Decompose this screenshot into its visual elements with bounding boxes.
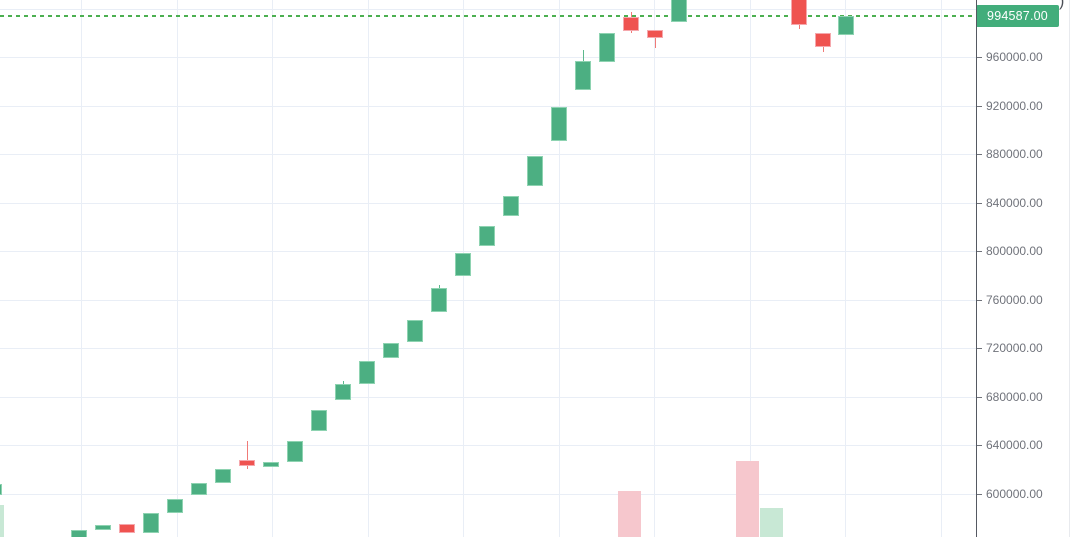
horizontal-gridline — [0, 300, 976, 301]
horizontal-gridline — [0, 57, 976, 58]
price-tick-label: 640000.00 — [986, 438, 1043, 452]
chart-plot-area[interactable] — [0, 0, 976, 537]
price-tick-label: 680000.00 — [986, 390, 1043, 404]
candle-body-down — [119, 524, 135, 533]
last-price-label: 994587.00 — [987, 9, 1048, 23]
candle-body-down — [623, 17, 639, 31]
vertical-gridline — [845, 0, 846, 537]
horizontal-gridline — [0, 203, 976, 204]
candle-body-up — [287, 441, 303, 462]
volume-bar — [618, 491, 641, 537]
candle-body-up — [215, 469, 231, 483]
candle-body-up — [143, 513, 159, 533]
horizontal-gridline — [0, 348, 976, 349]
candle-body-down — [239, 460, 255, 466]
candle-body-up — [575, 61, 591, 90]
vertical-gridline — [559, 0, 560, 537]
price-tick-mark — [977, 445, 982, 446]
candle-body-down — [815, 33, 831, 47]
horizontal-gridline — [0, 397, 976, 398]
vertical-gridline — [654, 0, 655, 537]
candle-body-down — [791, 0, 807, 25]
price-tick-mark — [977, 251, 982, 252]
horizontal-gridline — [0, 445, 976, 446]
candle-body-up — [431, 288, 447, 312]
vertical-gridline — [750, 0, 751, 537]
price-tick-mark — [977, 397, 982, 398]
candle-body-up — [95, 525, 111, 530]
candle-body-up — [479, 226, 495, 246]
volume-bar — [760, 508, 783, 537]
horizontal-gridline — [0, 494, 976, 495]
candle-body-up — [191, 483, 207, 495]
price-tick-mark — [977, 154, 982, 155]
last-price-badge: 994587.00 — [977, 5, 1059, 27]
horizontal-gridline — [0, 154, 976, 155]
price-tick-label: 920000.00 — [986, 99, 1043, 113]
price-tick-label: 800000.00 — [986, 244, 1043, 258]
candle-body-up — [263, 462, 279, 467]
vertical-gridline — [272, 0, 273, 537]
candle-body-up — [599, 33, 615, 62]
vertical-gridline — [368, 0, 369, 537]
vertical-gridline — [177, 0, 178, 537]
candle-wick-down — [247, 441, 248, 469]
price-tick-mark — [977, 300, 982, 301]
candle-body-up — [311, 410, 327, 431]
volume-bar — [736, 461, 759, 537]
price-tick-label: 960000.00 — [986, 50, 1043, 64]
candle-body-up — [527, 156, 543, 186]
horizontal-gridline — [0, 9, 976, 10]
candle-body-up — [383, 343, 399, 358]
candle-body-up — [838, 16, 854, 35]
candle-body-up — [71, 530, 87, 537]
vertical-gridline — [81, 0, 82, 537]
price-tick-mark — [977, 494, 982, 495]
candle-body-up — [551, 107, 567, 141]
price-tick-label: 600000.00 — [986, 487, 1043, 501]
price-axis[interactable]: 994587.00 ) 960000.00 920000.00 880000.00 8… — [976, 0, 1074, 537]
candle-body-up — [407, 320, 423, 342]
horizontal-gridline — [0, 251, 976, 252]
last-price-line — [0, 15, 976, 17]
candle-body-up — [671, 0, 687, 22]
price-tick-mark — [977, 348, 982, 349]
candle-body-up — [455, 253, 471, 276]
price-tick-label: 760000.00 — [986, 293, 1043, 307]
horizontal-gridline — [0, 106, 976, 107]
candle-body-down — [647, 30, 663, 38]
volume-bar — [0, 505, 4, 537]
price-tick-label: 840000.00 — [986, 196, 1043, 210]
price-tick-label: 720000.00 — [986, 341, 1043, 355]
price-tick-mark — [977, 106, 982, 107]
candle-wick-down — [655, 30, 656, 48]
vertical-gridline — [941, 0, 942, 537]
candle-body-up — [359, 361, 375, 384]
price-tick-mark — [977, 57, 982, 58]
price-tick-label: 880000.00 — [986, 147, 1043, 161]
candle-body-up — [503, 196, 519, 216]
cropped-text-fragment: ) — [1059, 0, 1065, 10]
price-tick-mark — [977, 203, 982, 204]
candle-body-up — [335, 384, 351, 400]
candle-body-up — [167, 499, 183, 513]
axis-edge-divider — [1069, 0, 1070, 537]
candle-body-up — [0, 484, 2, 495]
